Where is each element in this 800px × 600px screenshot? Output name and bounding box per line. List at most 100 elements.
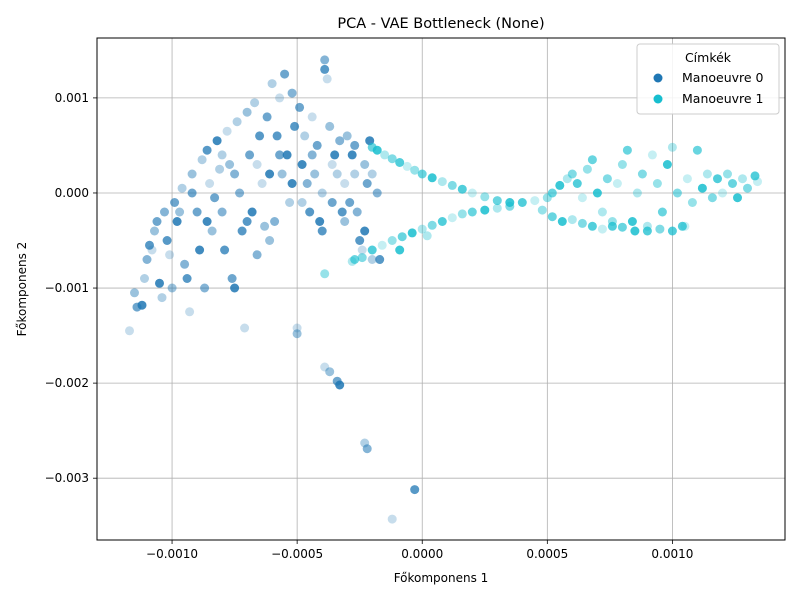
data-point-series-1 xyxy=(647,150,657,160)
data-point-series-1 xyxy=(457,209,467,219)
data-point-series-1 xyxy=(637,169,647,179)
data-point-series-0 xyxy=(192,207,202,217)
data-point-series-0 xyxy=(310,169,320,179)
data-point-series-1 xyxy=(677,221,687,231)
x-tick-label: 0.0005 xyxy=(526,547,568,561)
data-point-series-1 xyxy=(728,179,737,188)
data-point-series-0 xyxy=(130,288,139,298)
data-point-series-0 xyxy=(125,326,134,336)
data-point-series-0 xyxy=(245,150,255,160)
data-point-series-0 xyxy=(227,274,237,283)
data-point-series-0 xyxy=(335,136,345,146)
data-point-series-0 xyxy=(317,226,327,236)
data-point-series-0 xyxy=(290,121,300,131)
data-point-series-0 xyxy=(197,155,207,165)
data-point-series-0 xyxy=(327,160,337,169)
data-point-series-1 xyxy=(447,180,457,190)
data-point-series-0 xyxy=(140,274,149,283)
data-point-series-0 xyxy=(410,485,420,495)
data-point-series-1 xyxy=(657,207,667,217)
data-point-series-0 xyxy=(387,514,397,524)
data-point-series-0 xyxy=(160,207,169,217)
data-point-series-1 xyxy=(682,174,692,184)
data-point-series-0 xyxy=(340,217,350,226)
data-point-series-1 xyxy=(707,193,717,203)
data-point-series-1 xyxy=(582,164,592,174)
data-point-series-0 xyxy=(350,169,360,179)
data-point-series-0 xyxy=(292,329,302,339)
data-point-series-0 xyxy=(367,169,377,179)
data-point-series-0 xyxy=(172,217,182,226)
data-point-series-0 xyxy=(297,160,307,169)
data-point-series-0 xyxy=(362,179,372,188)
data-point-series-0 xyxy=(252,250,262,260)
data-point-series-0 xyxy=(252,160,262,169)
data-point-series-0 xyxy=(147,245,157,255)
data-point-series-1 xyxy=(377,240,387,250)
data-point-series-0 xyxy=(312,140,322,150)
data-point-series-0 xyxy=(325,367,335,377)
x-axis-label: Főkomponens 1 xyxy=(394,571,489,585)
data-point-series-0 xyxy=(292,323,302,333)
data-point-series-0 xyxy=(162,236,172,245)
y-tick-label: 0.001 xyxy=(55,91,89,105)
data-point-series-0 xyxy=(325,121,335,131)
data-point-series-0 xyxy=(202,145,212,155)
data-point-series-1 xyxy=(567,215,577,225)
data-point-series-1 xyxy=(480,205,490,215)
data-point-series-1 xyxy=(437,177,447,187)
data-point-series-0 xyxy=(317,188,327,198)
plot-frame xyxy=(96,37,786,541)
data-point-series-0 xyxy=(165,250,175,260)
data-point-series-1 xyxy=(357,253,367,263)
y-tick-label: −0.002 xyxy=(45,376,89,390)
data-point-series-0 xyxy=(275,93,285,103)
data-point-series-0 xyxy=(372,188,382,198)
data-point-series-0 xyxy=(345,198,355,207)
data-point-series-0 xyxy=(332,169,342,179)
legend-label-manoeuvre-1: Manoeuvre 1 xyxy=(682,91,764,106)
data-point-series-0 xyxy=(337,207,347,217)
data-point-series-0 xyxy=(287,88,297,98)
legend: Címkék Manoeuvre 0 Manoeuvre 1 xyxy=(636,43,780,115)
data-point-series-1 xyxy=(680,221,690,231)
data-point-series-0 xyxy=(295,102,305,112)
data-point-series-1 xyxy=(417,169,427,179)
data-point-series-0 xyxy=(255,131,265,141)
data-point-series-1 xyxy=(652,179,662,188)
data-point-series-1 xyxy=(372,145,382,155)
data-point-series-0 xyxy=(340,179,350,188)
data-point-series-1 xyxy=(492,203,502,213)
data-point-series-1 xyxy=(738,174,747,184)
data-point-series-0 xyxy=(260,221,270,231)
data-point-series-0 xyxy=(350,140,360,150)
data-point-series-1 xyxy=(350,255,360,264)
data-point-series-1 xyxy=(632,188,642,198)
data-point-series-1 xyxy=(662,160,672,169)
data-point-series-0 xyxy=(275,150,285,160)
data-point-series-0 xyxy=(232,117,242,127)
data-point-series-1 xyxy=(547,188,557,198)
data-point-series-0 xyxy=(335,380,345,390)
data-point-series-0 xyxy=(200,283,210,293)
data-point-series-1 xyxy=(395,245,405,255)
data-point-series-0 xyxy=(355,236,365,245)
y-tick-label: 0.000 xyxy=(55,186,89,200)
data-point-series-0 xyxy=(305,207,315,217)
data-point-series-1 xyxy=(402,161,412,171)
data-point-series-0 xyxy=(187,169,197,179)
data-point-series-1 xyxy=(457,184,467,194)
data-point-series-0 xyxy=(330,150,340,160)
data-point-series-0 xyxy=(137,300,147,310)
data-point-series-0 xyxy=(242,217,252,226)
data-point-series-0 xyxy=(320,55,330,65)
data-point-series-0 xyxy=(257,179,267,188)
data-point-series-0 xyxy=(327,198,337,207)
data-point-series-0 xyxy=(220,245,230,255)
data-point-series-0 xyxy=(247,207,257,217)
data-point-series-0 xyxy=(307,150,317,160)
data-point-series-0 xyxy=(270,217,280,226)
data-point-series-0 xyxy=(222,126,232,136)
data-point-series-0 xyxy=(300,131,310,141)
data-point-series-1 xyxy=(572,179,582,188)
